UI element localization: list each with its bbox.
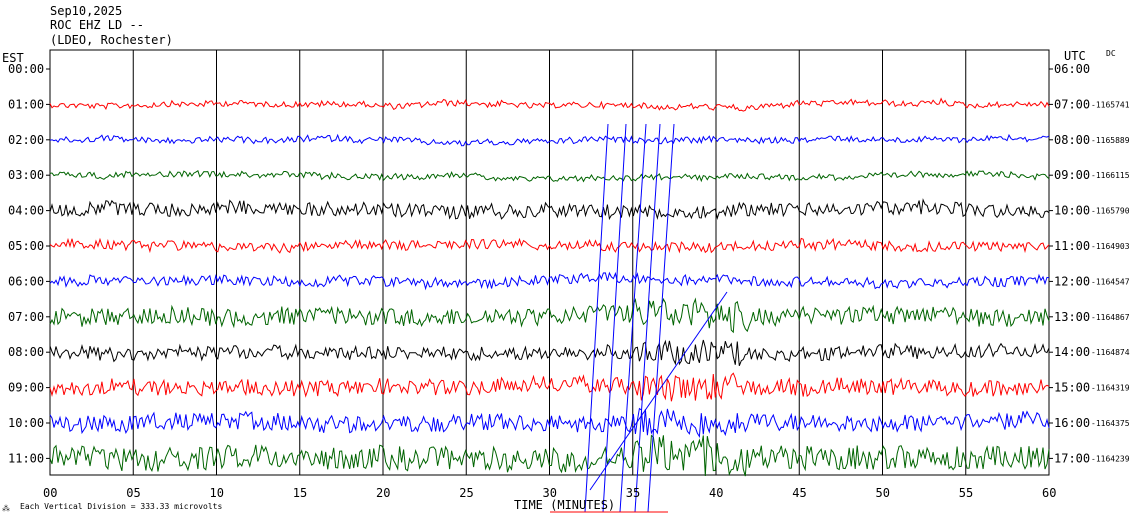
row-label-utc: 13:00	[1054, 310, 1090, 324]
x-tick-label: 40	[709, 486, 723, 500]
spike-line	[634, 123, 661, 513]
row-label-est: 05:00	[8, 239, 44, 253]
x-tick-label: 50	[876, 486, 890, 500]
row-label-est: 01:00	[8, 97, 44, 111]
row-label-est: 00:00	[8, 62, 44, 76]
dc-header-label: DC	[1106, 49, 1116, 58]
row-dc-offset: -1165741	[1091, 100, 1130, 109]
row-label-utc: 14:00	[1054, 345, 1090, 359]
row-dc-offset: -1164547	[1091, 277, 1130, 286]
timezone-left-label: EST	[2, 51, 24, 65]
row-label-est: 09:00	[8, 381, 44, 395]
row-label-utc: 11:00	[1054, 239, 1090, 253]
network-name: (LDEO, Rochester)	[50, 33, 173, 47]
row-label-est: 03:00	[8, 168, 44, 182]
timezone-right-label: UTC	[1064, 49, 1086, 63]
row-label-utc: 10:00	[1054, 204, 1090, 218]
x-tick-label: 25	[459, 486, 473, 500]
row-label-est: 04:00	[8, 204, 44, 218]
row-label-est: 07:00	[8, 310, 44, 324]
vertical-division-note: Each Vertical Division = 333.33 microvol…	[20, 502, 222, 511]
chart-date: Sep10,2025	[50, 4, 123, 18]
row-label-utc: 17:00	[1054, 451, 1090, 465]
seismic-traces	[49, 97, 1050, 513]
row-label-utc: 06:00	[1054, 62, 1090, 76]
spike-line	[589, 291, 728, 491]
row-dc-offset: -1164903	[1091, 242, 1130, 251]
trace-0900	[49, 372, 1050, 402]
trace-1000	[49, 407, 1050, 439]
row-dc-offset: -1164375	[1091, 419, 1130, 428]
x-tick-label: 30	[543, 486, 557, 500]
trace-0200	[49, 133, 1050, 147]
row-label-utc: 08:00	[1054, 133, 1090, 147]
spike-line	[602, 123, 627, 513]
trace-0400	[49, 198, 1050, 221]
row-dc-offset: -1164867	[1091, 313, 1130, 322]
row-dc-offset: -1166115	[1091, 171, 1130, 180]
row-label-est: 11:00	[8, 451, 44, 465]
x-tick-label: 60	[1042, 486, 1056, 500]
x-tick-label: 55	[959, 486, 973, 500]
trace-0700	[49, 297, 1050, 334]
row-label-utc: 15:00	[1054, 381, 1090, 395]
row-dc-offset: -1164239	[1091, 454, 1130, 463]
x-tick-label: 45	[792, 486, 806, 500]
row-label-est: 06:00	[8, 274, 44, 288]
trace-1100	[49, 434, 1050, 477]
row-label-est: 10:00	[8, 416, 44, 430]
row-label-utc: 16:00	[1054, 416, 1090, 430]
station-code: ROC EHZ LD --	[50, 18, 144, 32]
row-label-utc: 12:00	[1054, 274, 1090, 288]
trace-0600	[49, 271, 1050, 291]
trace-0500	[49, 237, 1050, 254]
row-dc-offset: -1164874	[1091, 348, 1130, 357]
x-tick-label: 10	[210, 486, 224, 500]
spike-line	[647, 123, 675, 513]
row-label-utc: 09:00	[1054, 168, 1090, 182]
x-tick-label: 15	[293, 486, 307, 500]
x-tick-label: 00	[43, 486, 57, 500]
row-dc-offset: -1164319	[1091, 384, 1130, 393]
trace-0300	[49, 170, 1050, 183]
x-tick-label: 20	[376, 486, 390, 500]
x-tick-label: 05	[126, 486, 140, 500]
row-dc-offset: -1165790	[1091, 207, 1130, 216]
spike-line	[584, 123, 609, 513]
corner-mark: ⁂	[2, 504, 10, 513]
row-label-utc: 07:00	[1054, 97, 1090, 111]
trace-0100	[49, 97, 1050, 112]
row-label-est: 08:00	[8, 345, 44, 359]
spike-line	[619, 123, 647, 513]
row-label-est: 02:00	[8, 133, 44, 147]
trace-0800	[49, 339, 1050, 366]
row-dc-offset: -1165889	[1091, 136, 1130, 145]
x-axis-title: TIME (MINUTES)	[514, 498, 615, 512]
chart-grid	[46, 49, 1053, 476]
x-tick-label: 35	[626, 486, 640, 500]
axis-labels: 00 05 10 15 20 25 30 35 40 45 50 55 60 00:00 06:00 01:0…	[8, 62, 1130, 500]
